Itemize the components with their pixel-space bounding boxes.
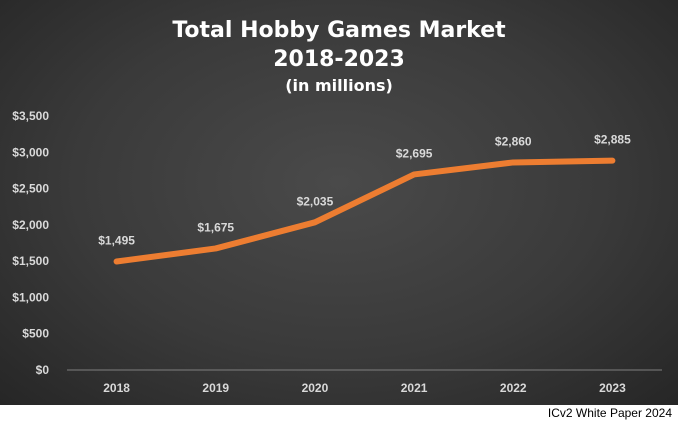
data-labels: $1,495 $1,675 $2,035 $2,695 $2,860 $2,885: [98, 133, 631, 248]
source-note: ICv2 White Paper 2024: [547, 406, 672, 420]
y-tick-label: $1,500: [12, 254, 49, 268]
y-tick-label: $3,000: [12, 145, 49, 159]
x-tick-label: 2023: [599, 381, 626, 395]
data-label: $2,885: [594, 133, 631, 147]
data-label: $1,675: [197, 220, 234, 234]
chart-subtitle: 2018-2023: [273, 47, 405, 72]
data-label: $2,860: [495, 134, 532, 148]
line-chart: Total Hobby Games Market 2018-2023 (in m…: [12, 18, 662, 395]
y-tick-label: $500: [22, 327, 49, 341]
data-label: $1,495: [98, 234, 135, 248]
y-tick-label: $0: [36, 363, 50, 377]
x-tick-label: 2019: [202, 381, 229, 395]
y-tick-label: $2,000: [12, 218, 49, 232]
chart-panel: Total Hobby Games Market 2018-2023 (in m…: [0, 0, 678, 405]
chart-title: Total Hobby Games Market: [172, 18, 506, 43]
y-tick-label: $1,000: [12, 290, 49, 304]
x-tick-label: 2021: [401, 381, 428, 395]
data-label: $2,035: [297, 194, 334, 208]
y-axis: $0 $500 $1,000 $1,500 $2,000 $2,500 $3,000 $3,5…: [12, 109, 49, 377]
x-axis: 2018 2019 2020 2021 2022 2023: [103, 381, 626, 395]
x-tick-label: 2022: [500, 381, 527, 395]
x-tick-label: 2020: [302, 381, 329, 395]
y-tick-label: $3,500: [12, 109, 49, 123]
x-tick-label: 2018: [103, 381, 130, 395]
data-label: $2,695: [396, 146, 433, 160]
y-tick-label: $2,500: [12, 182, 49, 196]
series-line: [113, 157, 616, 265]
chart-units: (in millions): [285, 76, 393, 95]
